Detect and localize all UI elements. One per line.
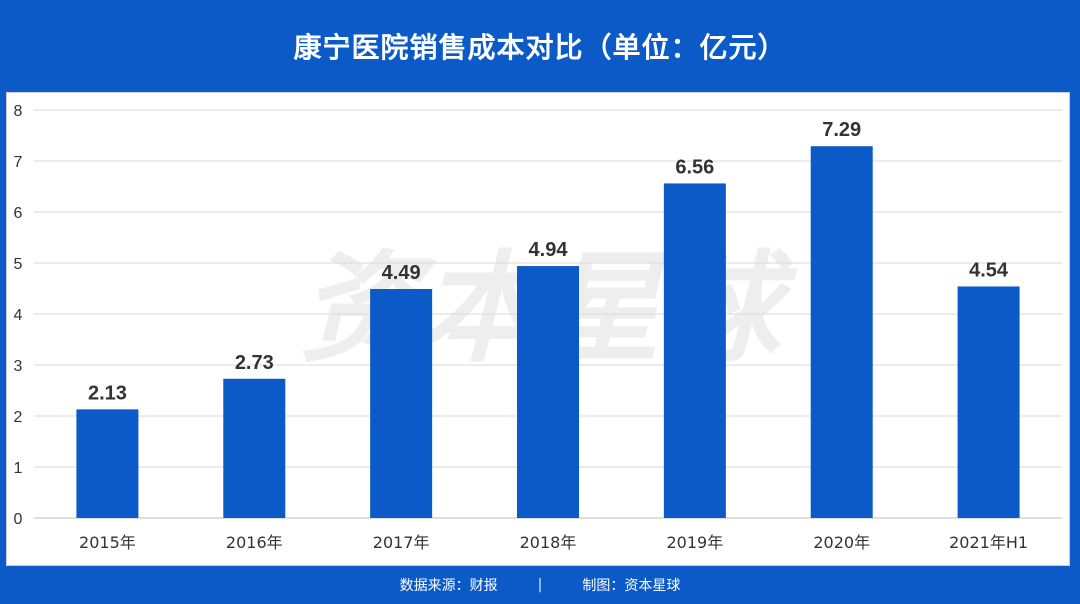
footer-separator: | (537, 577, 543, 593)
bar (76, 409, 139, 518)
data-label: 7.29 (822, 119, 861, 141)
data-label: 2.73 (235, 352, 274, 374)
y-tick-label: 7 (14, 154, 23, 171)
y-tick-label: 6 (14, 205, 23, 222)
x-tick-label: 2020年 (813, 533, 870, 552)
x-tick-label: 2017年 (373, 533, 430, 552)
bars (76, 146, 1020, 518)
chart-title: 康宁医院销售成本对比（单位：亿元） (293, 31, 787, 64)
y-tick-label: 1 (14, 460, 23, 477)
x-tick-label: 2019年 (666, 533, 723, 552)
x-axis-ticks: 2015年 2016年 2017年 2018年 2019年 2020年 2021年H1 (79, 533, 1028, 552)
bar (663, 183, 726, 518)
data-label: 6.56 (675, 156, 714, 178)
y-tick-label: 8 (14, 103, 23, 120)
x-tick-label: 2021年H1 (949, 533, 1028, 552)
footer: 数据来源：财报 | 制图：资本星球 (0, 566, 1080, 604)
data-label: 2.13 (88, 382, 127, 404)
y-tick-label: 0 (14, 511, 23, 528)
data-labels: 2.13 2.73 4.49 4.94 6.56 7.29 4.54 (88, 119, 1009, 404)
footer-source: 数据来源：财报 (399, 578, 498, 594)
data-label: 4.49 (382, 262, 421, 284)
y-tick-label: 3 (14, 358, 23, 375)
y-tick-label: 5 (14, 256, 23, 273)
y-tick-label: 4 (14, 307, 23, 324)
bar (957, 286, 1020, 518)
y-axis-ticks: 0 1 2 3 4 5 6 7 8 (14, 103, 23, 528)
y-tick-label: 2 (14, 409, 23, 426)
bar (810, 146, 873, 518)
bar (370, 289, 433, 518)
bar (517, 266, 579, 518)
data-label: 4.94 (529, 239, 569, 261)
data-label: 4.54 (969, 259, 1009, 281)
x-tick-label: 2018年 (520, 533, 577, 552)
bar (223, 378, 286, 518)
x-tick-label: 2015年 (79, 533, 136, 552)
x-tick-label: 2016年 (226, 533, 283, 552)
footer-credit: 制图：资本星球 (582, 578, 681, 594)
